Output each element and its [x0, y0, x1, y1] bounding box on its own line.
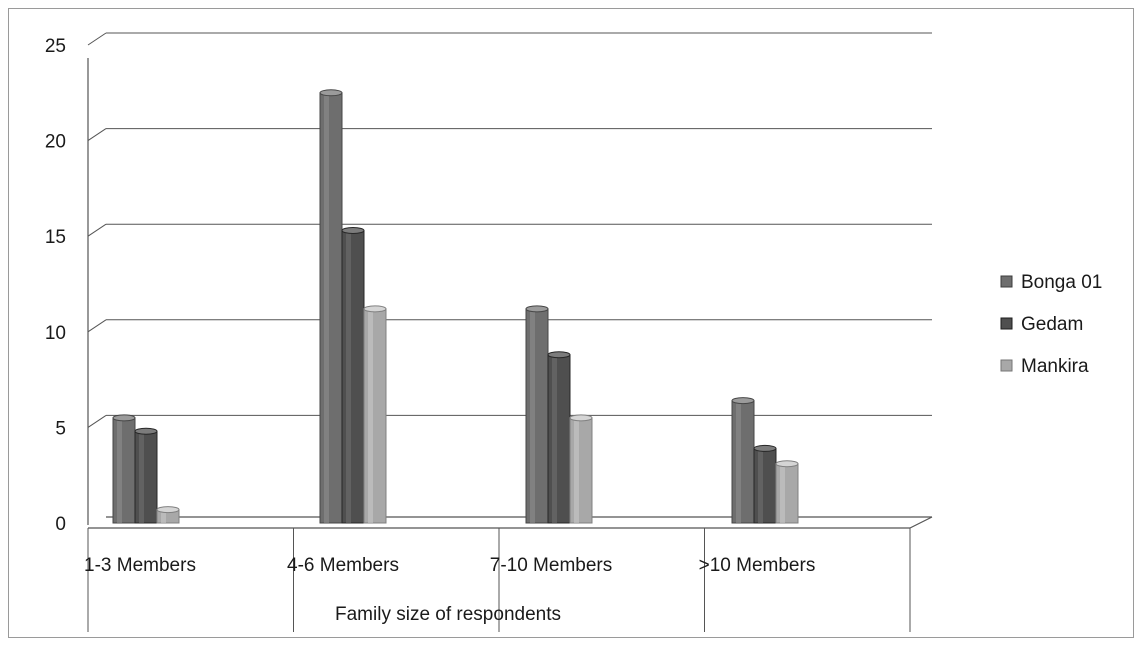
bar — [753, 444, 777, 524]
bar-highlight — [139, 434, 144, 523]
gridline-side — [87, 414, 107, 428]
bar-top — [569, 414, 593, 422]
bar-highlight — [530, 311, 535, 523]
bar-top — [363, 305, 387, 313]
bar-body — [753, 447, 777, 524]
chart-frame — [8, 8, 1134, 638]
bar-body — [547, 354, 571, 524]
bar-body — [731, 400, 755, 524]
y-tick-labels: 0 5 10 15 20 25 — [45, 36, 66, 535]
bar-highlight — [346, 233, 351, 524]
bar-top — [775, 460, 799, 468]
bar-highlight — [780, 466, 785, 523]
gridlines — [87, 32, 932, 428]
gridline-side — [87, 32, 107, 46]
bar-top — [112, 414, 136, 422]
bar-highlight — [117, 420, 122, 523]
bar-highlight — [736, 403, 741, 523]
bar-body — [341, 229, 365, 524]
x-tick-label: 7-10 Members — [490, 555, 613, 576]
gridline-side — [87, 319, 107, 333]
legend-label: Bonga 01 — [1021, 272, 1102, 293]
legend-swatch — [1000, 359, 1013, 372]
bar-body — [363, 308, 387, 524]
bar-top — [319, 89, 343, 97]
bar-body — [525, 308, 549, 524]
bar-highlight — [161, 512, 166, 523]
bar-highlight — [758, 451, 763, 523]
bar-highlight — [368, 311, 373, 523]
bar-top — [547, 351, 571, 359]
y-tick-label: 20 — [45, 132, 66, 153]
bar-top — [341, 226, 365, 234]
bar — [156, 506, 180, 524]
bar — [112, 414, 136, 524]
y-tick-label: 15 — [45, 227, 66, 248]
x-tick-label: 1-3 Members — [84, 555, 196, 576]
legend: Bonga 01 Gedam Mankira — [1000, 272, 1102, 377]
bar — [547, 351, 571, 524]
gridline-side — [87, 128, 107, 142]
x-axis-title: Family size of respondents — [335, 604, 561, 625]
y-tick-label: 0 — [55, 514, 66, 535]
bar-highlight — [552, 357, 557, 523]
bar-body — [319, 92, 343, 524]
gridline-side — [87, 223, 107, 237]
bar-body — [112, 417, 136, 524]
legend-label: Gedam — [1021, 314, 1083, 335]
y-tick-label: 5 — [55, 418, 66, 439]
bar-body — [569, 417, 593, 524]
legend-label: Mankira — [1021, 356, 1089, 377]
bar-top — [525, 305, 549, 313]
bar — [525, 305, 549, 524]
bar-top — [753, 444, 777, 452]
legend-swatch — [1000, 317, 1013, 330]
bar-top — [731, 397, 755, 405]
bar — [341, 226, 365, 524]
y-tick-label: 25 — [45, 36, 66, 57]
bar-highlight — [324, 95, 329, 524]
x-tick-label: 4-6 Members — [287, 555, 399, 576]
x-tick-label: >10 Members — [699, 555, 816, 576]
bar — [363, 305, 387, 524]
bar-top — [134, 427, 158, 435]
floor-right-edge — [909, 516, 933, 529]
bars — [112, 89, 799, 524]
category-dividers — [87, 528, 911, 632]
bar-body — [775, 463, 799, 524]
bar-top — [156, 506, 180, 514]
bar — [319, 89, 343, 524]
bar-highlight — [574, 420, 579, 523]
bar — [731, 397, 755, 524]
bar — [569, 414, 593, 524]
bar — [134, 427, 158, 524]
legend-swatch — [1000, 275, 1013, 288]
bar-body — [134, 430, 158, 524]
bar — [775, 460, 799, 524]
y-tick-label: 10 — [45, 323, 66, 344]
x-tick-labels: 1-3 Members 4-6 Members 7-10 Members >10 Me… — [84, 555, 815, 576]
